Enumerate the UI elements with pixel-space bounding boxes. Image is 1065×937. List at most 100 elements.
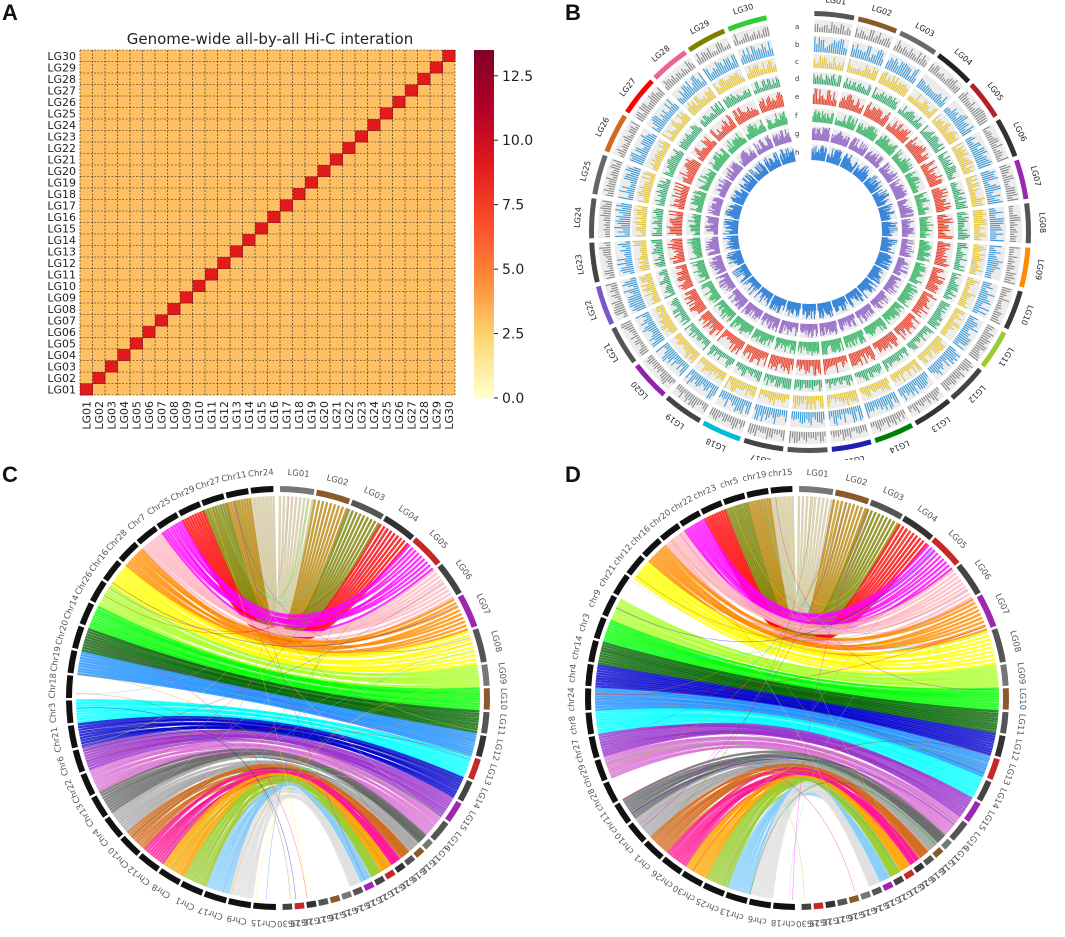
synteny-minor-link <box>595 500 843 695</box>
track-bar <box>621 145 629 150</box>
track-bar <box>843 355 846 362</box>
ideogram-segment <box>592 154 608 195</box>
track-bar <box>740 301 751 314</box>
track-bar <box>920 329 928 335</box>
track-bar <box>929 181 942 188</box>
track-bar <box>671 123 682 132</box>
track-bar <box>858 404 864 418</box>
track-bar <box>840 356 845 368</box>
track-bar <box>634 221 647 224</box>
heatmap-x-tick-label: LG08 <box>168 401 181 430</box>
track-bar <box>973 345 981 351</box>
track-bar <box>794 323 798 337</box>
track-bar <box>951 275 959 279</box>
track-bar <box>866 180 878 189</box>
track-bar <box>909 381 919 394</box>
track-bar <box>954 261 960 264</box>
track-bar <box>753 369 757 374</box>
track-bar <box>888 120 898 132</box>
track-bar <box>720 301 726 306</box>
heatmap-diagonal-cell <box>242 234 256 246</box>
synteny-minor-link <box>84 640 308 898</box>
track-bar <box>919 241 930 244</box>
synteny-link <box>701 518 930 617</box>
track-bar <box>854 28 858 38</box>
track-bar <box>666 283 672 287</box>
synteny-link <box>110 582 478 673</box>
track-bar <box>702 378 707 385</box>
track-bar <box>741 299 749 308</box>
ideogram-segment <box>869 499 903 520</box>
track-bar <box>856 32 860 38</box>
track-bar <box>731 336 737 344</box>
track-bar <box>773 123 776 128</box>
heatmap-x-tick-label: LG20 <box>318 401 331 430</box>
track-bar <box>829 113 833 124</box>
track-bar <box>992 312 1000 317</box>
track-bar <box>824 58 827 69</box>
track-bar <box>674 192 688 197</box>
track-bar <box>604 271 615 275</box>
track-bar <box>769 391 773 403</box>
track-bar <box>896 130 905 139</box>
ideogram-segment <box>457 594 478 628</box>
heatmap-y-tick-label: LG21 <box>47 153 76 166</box>
track-bar <box>869 54 874 63</box>
track-bar <box>766 314 771 323</box>
track-bar <box>875 382 880 390</box>
track-bar <box>926 284 938 291</box>
track-bar <box>884 143 893 152</box>
track-bar <box>675 264 687 268</box>
track-bar <box>859 371 863 377</box>
track-bar <box>899 208 910 212</box>
track-bar <box>996 156 1009 163</box>
track-bar <box>914 101 919 106</box>
track-bar <box>685 162 699 171</box>
track-bar <box>874 420 879 430</box>
track-bar <box>846 162 852 171</box>
heatmap-diagonal-cell <box>330 153 343 166</box>
chromosome-label: LG14 <box>470 786 489 810</box>
track-bar <box>896 158 907 166</box>
track-bar <box>870 269 880 277</box>
track-bar <box>743 111 750 120</box>
track-bar <box>864 152 869 159</box>
track-bar <box>686 317 690 321</box>
track-bar <box>848 407 852 415</box>
track-bar <box>902 166 913 174</box>
track-bar <box>736 108 746 123</box>
track-bar <box>731 378 739 392</box>
track-bar <box>715 347 719 352</box>
track-bar <box>749 368 753 375</box>
track-bar <box>951 142 963 150</box>
track-bar <box>824 99 827 105</box>
track-bar <box>610 173 619 177</box>
track-bar <box>771 48 774 56</box>
track-bar <box>730 378 737 390</box>
track-bar <box>690 351 699 361</box>
track-bar <box>623 312 628 315</box>
track-bar <box>849 161 858 173</box>
track-bar <box>936 359 944 367</box>
chromosome-label: LG11 <box>997 346 1016 368</box>
track-bar <box>773 67 776 72</box>
track-bar <box>725 354 728 359</box>
track-bar <box>725 357 733 368</box>
track-bar <box>950 315 956 320</box>
track-bar <box>719 273 729 279</box>
track-bar <box>852 333 858 344</box>
track-bar <box>685 345 693 353</box>
track-bar <box>899 410 905 419</box>
track-bar <box>701 282 713 290</box>
track-bar <box>764 390 768 398</box>
track-bar <box>988 255 997 258</box>
track-bar <box>727 249 741 255</box>
track-bar <box>676 275 690 281</box>
track-bar <box>770 294 776 304</box>
track-bar <box>916 203 925 207</box>
track-bar <box>719 153 728 161</box>
ideogram-segment <box>611 326 637 364</box>
track-bar <box>660 259 665 262</box>
track-bar <box>861 307 870 318</box>
track-bar <box>865 150 873 160</box>
